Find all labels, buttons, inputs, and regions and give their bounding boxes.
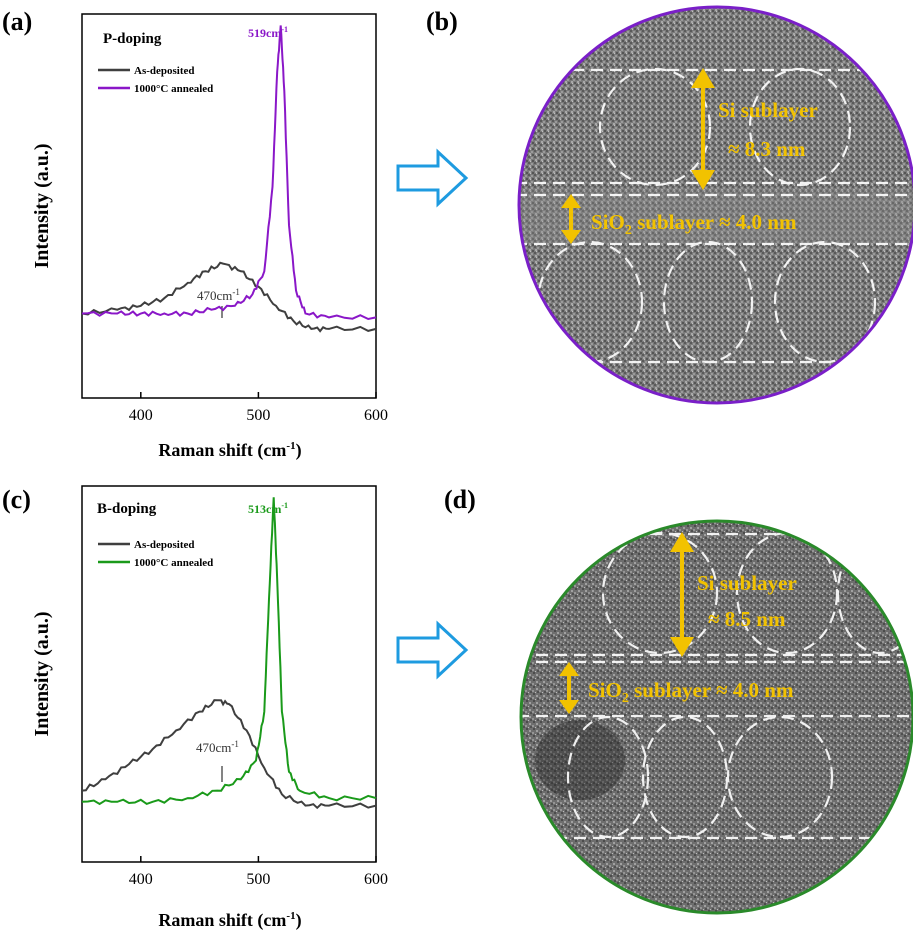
series-line-as-deposited-c (81, 699, 377, 810)
arrow-right-icon (396, 620, 469, 680)
panel-c: (c) B-doping As-deposited 1000°C anneale… (2, 485, 388, 931)
sio2-sublayer-label-b: SiO2 sublayer ≈ 4.0 nm (591, 210, 797, 238)
panel-label-c: (c) (2, 485, 31, 514)
panel-d: (d) (444, 485, 913, 915)
si-sublayer-label-d: Si sublayer (697, 571, 797, 595)
x-tick-label: 600 (364, 871, 388, 888)
series-line-as-deposited-a (81, 261, 377, 333)
peak-label-annealed-c: 513cm-1 (248, 501, 288, 516)
tem-frame-b (517, 5, 913, 405)
legend-label-annealed-c: 1000°C annealed (134, 557, 213, 569)
x-tick-label: 400 (129, 407, 153, 424)
arrow-right-icon (396, 148, 469, 208)
legend-label-as-deposited-c: As-deposited (134, 539, 195, 551)
peak-label-deposited-c: 470cm-1 (196, 739, 239, 755)
x-tick-label: 500 (246, 871, 270, 888)
plot-frame-a (81, 13, 377, 399)
series-line-annealed-c (81, 497, 377, 806)
chart-title-a: P-doping (103, 31, 162, 47)
tem-frame-d (519, 519, 913, 915)
peak-label-deposited-a: 470cm-1 (197, 287, 240, 303)
si-sublayer-label-b: Si sublayer (718, 98, 818, 122)
x-tick-label: 500 (246, 407, 270, 424)
panel-b: (b) (426, 5, 913, 405)
si-thickness-b: ≈ 8.3 nm (728, 137, 806, 161)
legend-label-annealed-a: 1000°C annealed (134, 83, 213, 95)
y-axis-label-c: Intensity (a.u.) (31, 611, 53, 736)
legend-label-as-deposited-a: As-deposited (134, 65, 195, 77)
tem-image-b: Si sublayer ≈ 8.3 nm SiO2 sublayer ≈ 4.0… (519, 7, 913, 403)
x-axis-label-a: Raman shift (cm-1) (158, 440, 301, 461)
x-axis-label-c: Raman shift (cm-1) (158, 910, 301, 931)
plot-frame-c (81, 485, 377, 863)
x-ticks-a: 400 500 600 (129, 392, 388, 424)
panel-label-b: (b) (426, 7, 458, 36)
x-ticks-c: 400 500 600 (129, 856, 388, 888)
panel-label-d: (d) (444, 485, 476, 514)
panel-label-a: (a) (2, 7, 32, 36)
y-axis-label-a: Intensity (a.u.) (31, 143, 53, 268)
peak-label-annealed-a: 519cm-1 (248, 25, 288, 40)
series-line-annealed-a (81, 25, 377, 321)
sio2-sublayer-label-d: SiO2 sublayer ≈ 4.0 nm (588, 678, 794, 706)
x-tick-label: 400 (129, 871, 153, 888)
si-thickness-d: ≈ 8.5 nm (708, 607, 786, 631)
chart-title-c: B-doping (97, 501, 157, 517)
tem-image-d: Si sublayer ≈ 8.5 nm SiO2 sublayer ≈ 4.0… (521, 521, 913, 913)
panel-a: (a) P-doping As-deposited 1000°C anneale… (2, 7, 388, 461)
x-tick-label: 600 (364, 407, 388, 424)
